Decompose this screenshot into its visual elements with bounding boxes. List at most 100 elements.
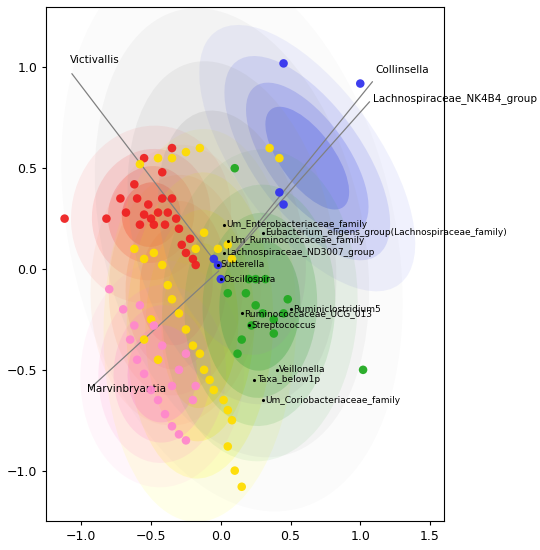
Point xyxy=(191,261,200,270)
Point xyxy=(130,321,139,330)
Point xyxy=(261,274,270,283)
Point xyxy=(150,220,158,229)
Point xyxy=(188,255,197,263)
Point xyxy=(122,208,130,217)
Ellipse shape xyxy=(127,61,336,404)
Point xyxy=(251,301,260,310)
Ellipse shape xyxy=(80,260,244,487)
Point xyxy=(167,194,176,203)
Ellipse shape xyxy=(162,150,357,461)
Point xyxy=(174,309,183,318)
Point xyxy=(167,295,176,304)
Point xyxy=(140,210,149,219)
Point xyxy=(205,376,214,384)
Point xyxy=(150,249,158,257)
Point xyxy=(269,329,278,338)
Ellipse shape xyxy=(246,82,368,234)
Text: Taxa_below1p: Taxa_below1p xyxy=(257,376,320,384)
Text: Victivallis: Victivallis xyxy=(70,56,120,65)
Ellipse shape xyxy=(122,182,180,247)
Ellipse shape xyxy=(127,325,197,422)
Ellipse shape xyxy=(184,185,335,426)
Ellipse shape xyxy=(109,175,244,395)
Point xyxy=(224,442,232,451)
Point xyxy=(181,325,190,334)
Point xyxy=(136,301,144,310)
Point xyxy=(279,309,288,318)
Point xyxy=(228,416,237,425)
Point xyxy=(195,349,204,358)
Text: Ruminiclostridium5: Ruminiclostridium5 xyxy=(293,305,381,314)
Point xyxy=(210,386,218,394)
Ellipse shape xyxy=(92,149,210,280)
Point xyxy=(200,365,208,374)
Point xyxy=(140,255,149,263)
Ellipse shape xyxy=(219,240,300,371)
Text: Sutterella: Sutterella xyxy=(221,261,265,270)
Ellipse shape xyxy=(95,8,369,457)
Point xyxy=(130,244,139,253)
Point xyxy=(158,194,166,203)
Ellipse shape xyxy=(113,305,211,443)
Ellipse shape xyxy=(140,225,213,345)
Ellipse shape xyxy=(225,56,390,260)
Point xyxy=(154,208,163,217)
Point xyxy=(231,164,239,173)
Ellipse shape xyxy=(265,107,349,210)
Point xyxy=(119,305,127,314)
Point xyxy=(140,335,149,344)
Point xyxy=(161,220,170,229)
Point xyxy=(172,214,180,223)
Point xyxy=(161,410,170,419)
Point xyxy=(359,365,367,374)
Point xyxy=(238,482,246,491)
Point xyxy=(158,261,166,270)
Text: Um_Coriobacteriaceae_family: Um_Coriobacteriaceae_family xyxy=(266,395,401,405)
Point xyxy=(116,194,125,203)
Point xyxy=(247,321,256,330)
Point xyxy=(154,355,163,364)
Point xyxy=(147,214,156,223)
Point xyxy=(217,274,225,283)
Point xyxy=(275,188,284,197)
Point xyxy=(251,274,260,283)
Point xyxy=(275,154,284,163)
Point xyxy=(195,144,204,152)
Ellipse shape xyxy=(98,285,226,463)
Point xyxy=(164,208,172,217)
Text: Eubacterium_eligens_group(Lachnospiraceae_family): Eubacterium_eligens_group(Lachnospiracea… xyxy=(266,228,507,237)
Point xyxy=(238,335,246,344)
Ellipse shape xyxy=(108,166,194,263)
Ellipse shape xyxy=(71,125,231,304)
Point xyxy=(258,309,267,318)
Ellipse shape xyxy=(126,172,273,478)
Point xyxy=(181,249,190,257)
Point xyxy=(191,382,200,390)
Text: Um_Ruminococcaceae_family: Um_Ruminococcaceae_family xyxy=(231,236,365,245)
Point xyxy=(147,386,156,394)
Point xyxy=(136,160,144,169)
Point xyxy=(269,315,278,324)
Point xyxy=(279,200,288,209)
Point xyxy=(181,436,190,445)
Point xyxy=(219,395,228,404)
Ellipse shape xyxy=(91,145,262,426)
Point xyxy=(174,365,183,374)
Point xyxy=(102,214,111,223)
Ellipse shape xyxy=(126,201,227,370)
Point xyxy=(188,341,197,350)
Point xyxy=(133,194,141,203)
Point xyxy=(284,295,292,304)
Point xyxy=(191,244,200,253)
Point xyxy=(140,370,149,378)
Ellipse shape xyxy=(158,111,306,355)
Point xyxy=(126,335,134,344)
Point xyxy=(245,274,253,283)
Point xyxy=(224,406,232,415)
Point xyxy=(356,79,364,88)
Point xyxy=(174,430,183,439)
Point xyxy=(265,144,274,152)
Point xyxy=(133,355,141,364)
Point xyxy=(167,154,176,163)
Point xyxy=(181,349,190,358)
